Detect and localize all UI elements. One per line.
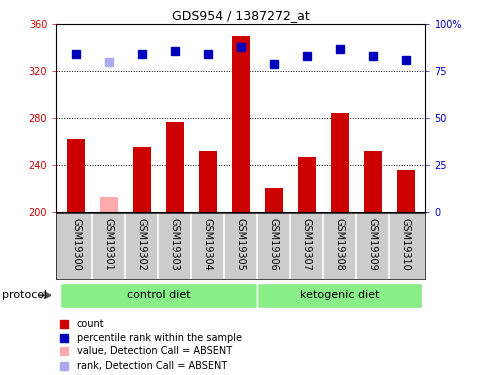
- Text: value, Detection Call = ABSENT: value, Detection Call = ABSENT: [77, 346, 231, 357]
- Bar: [165, 122, 183, 212]
- Title: GDS954 / 1387272_at: GDS954 / 1387272_at: [172, 9, 309, 22]
- Text: ketogenic diet: ketogenic diet: [299, 290, 379, 300]
- Text: GSM19306: GSM19306: [268, 218, 278, 271]
- Text: percentile rank within the sample: percentile rank within the sample: [77, 333, 241, 343]
- Bar: [257, 283, 421, 308]
- Bar: [199, 151, 217, 212]
- Bar: [297, 157, 315, 212]
- Text: GSM19307: GSM19307: [301, 218, 311, 271]
- Text: count: count: [77, 319, 104, 329]
- Bar: [60, 283, 257, 308]
- Text: GSM19305: GSM19305: [235, 218, 245, 271]
- Bar: [231, 36, 249, 212]
- Text: GSM19304: GSM19304: [203, 218, 212, 271]
- Text: control diet: control diet: [126, 290, 190, 300]
- Bar: [67, 139, 85, 212]
- Text: GSM19310: GSM19310: [400, 218, 410, 271]
- Text: protocol: protocol: [2, 290, 48, 300]
- Bar: [133, 147, 151, 212]
- Text: GSM19300: GSM19300: [71, 218, 81, 271]
- Text: GSM19302: GSM19302: [137, 218, 146, 271]
- Text: GSM19309: GSM19309: [367, 218, 377, 271]
- Text: GSM19308: GSM19308: [334, 218, 344, 271]
- Text: rank, Detection Call = ABSENT: rank, Detection Call = ABSENT: [77, 362, 226, 371]
- Bar: [330, 113, 348, 212]
- Text: GSM19301: GSM19301: [104, 218, 114, 271]
- Text: GSM19303: GSM19303: [169, 218, 180, 271]
- Bar: [264, 188, 282, 212]
- Bar: [363, 151, 381, 212]
- Bar: [100, 196, 118, 212]
- Bar: [396, 170, 414, 212]
